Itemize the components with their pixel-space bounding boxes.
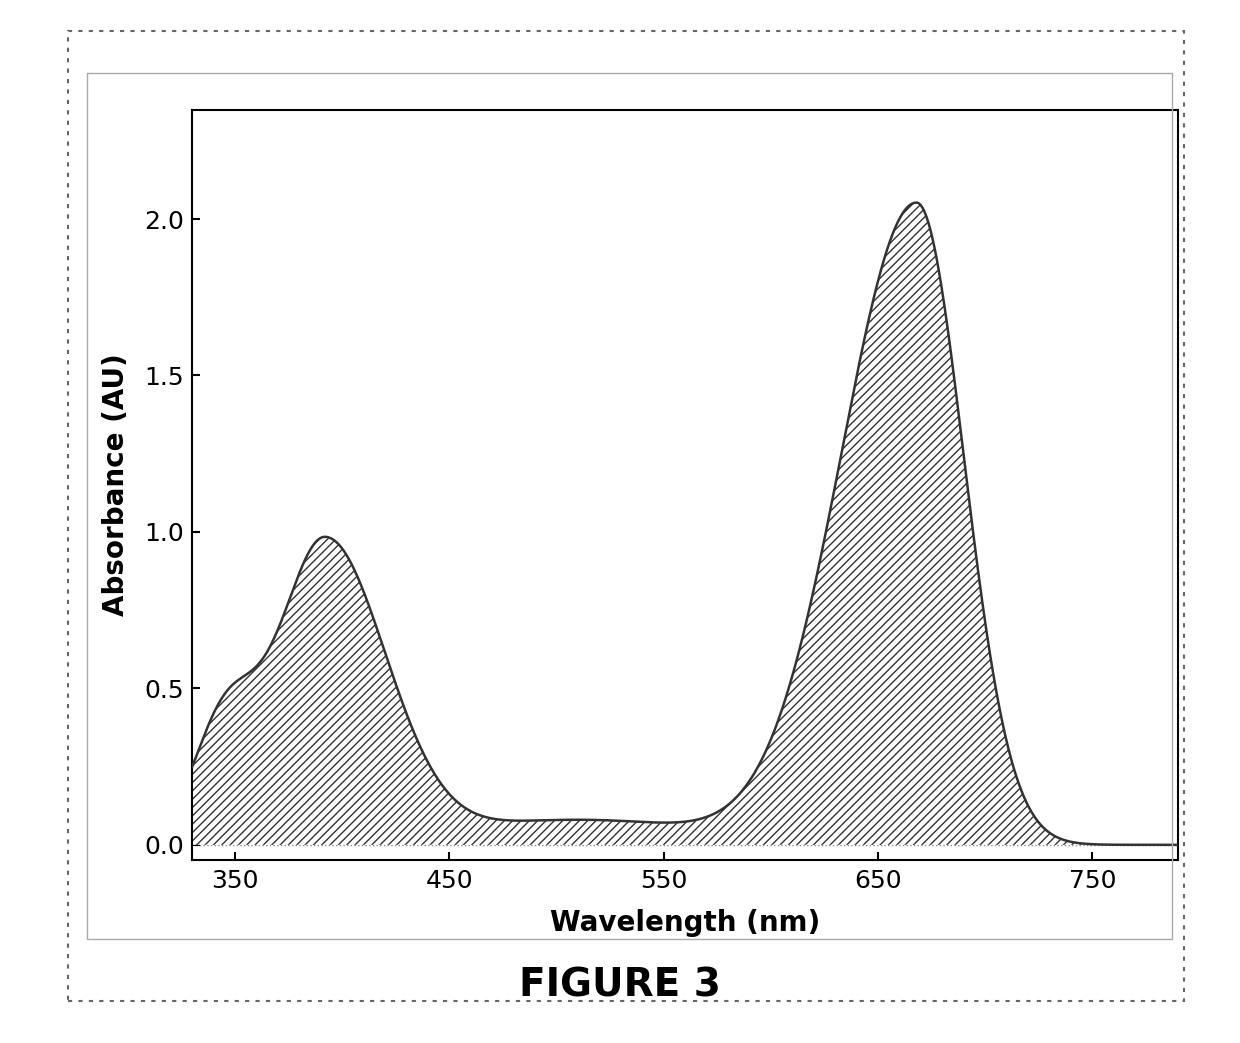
X-axis label: Wavelength (nm): Wavelength (nm) bbox=[551, 909, 820, 938]
Text: FIGURE 3: FIGURE 3 bbox=[520, 967, 720, 1004]
Y-axis label: Absorbance (AU): Absorbance (AU) bbox=[102, 354, 130, 616]
